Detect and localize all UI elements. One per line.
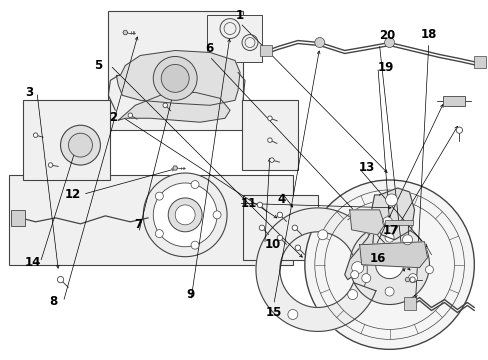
Circle shape xyxy=(257,202,262,208)
Circle shape xyxy=(407,274,417,283)
Circle shape xyxy=(61,125,100,165)
Bar xyxy=(207,15,262,62)
Circle shape xyxy=(163,103,167,108)
Text: 18: 18 xyxy=(420,28,436,41)
Bar xyxy=(473,57,486,68)
Circle shape xyxy=(385,287,393,296)
Polygon shape xyxy=(255,208,379,332)
Polygon shape xyxy=(118,92,229,122)
Circle shape xyxy=(347,289,357,300)
Circle shape xyxy=(68,133,92,157)
Bar xyxy=(108,11,243,130)
Circle shape xyxy=(351,262,363,274)
Circle shape xyxy=(349,225,428,305)
Circle shape xyxy=(213,211,221,219)
Circle shape xyxy=(304,180,473,349)
Circle shape xyxy=(317,230,327,240)
Polygon shape xyxy=(122,31,127,35)
Circle shape xyxy=(375,251,403,279)
Text: 7: 7 xyxy=(134,218,142,231)
Circle shape xyxy=(385,194,397,206)
Circle shape xyxy=(361,247,370,256)
Text: 3: 3 xyxy=(25,86,33,99)
Circle shape xyxy=(48,163,53,167)
Circle shape xyxy=(425,266,432,274)
Text: 2: 2 xyxy=(108,111,117,124)
Circle shape xyxy=(402,235,412,245)
Bar xyxy=(443,96,465,106)
Circle shape xyxy=(155,192,163,200)
Circle shape xyxy=(153,183,217,247)
Circle shape xyxy=(269,158,274,162)
Circle shape xyxy=(143,173,226,257)
Polygon shape xyxy=(172,166,177,170)
Circle shape xyxy=(295,245,300,251)
Circle shape xyxy=(361,274,370,283)
Text: 13: 13 xyxy=(358,161,374,174)
Circle shape xyxy=(161,64,189,92)
Bar xyxy=(11,210,24,226)
Text: 15: 15 xyxy=(265,306,282,319)
Circle shape xyxy=(267,138,272,143)
Text: 20: 20 xyxy=(379,29,395,42)
Circle shape xyxy=(287,310,297,319)
Circle shape xyxy=(259,225,264,230)
Circle shape xyxy=(382,217,392,227)
Circle shape xyxy=(267,116,272,121)
Text: 19: 19 xyxy=(377,60,393,73)
Bar xyxy=(242,100,297,170)
Text: 10: 10 xyxy=(264,238,280,251)
Circle shape xyxy=(175,205,195,225)
Text: 8: 8 xyxy=(49,296,58,309)
Circle shape xyxy=(168,198,202,232)
Polygon shape xyxy=(344,225,374,280)
Circle shape xyxy=(407,247,417,256)
Text: 9: 9 xyxy=(186,288,195,301)
Bar xyxy=(343,195,432,285)
Circle shape xyxy=(455,127,462,133)
Polygon shape xyxy=(405,278,409,282)
Text: 11: 11 xyxy=(240,197,256,210)
Circle shape xyxy=(155,230,163,238)
Circle shape xyxy=(153,57,197,100)
Text: 14: 14 xyxy=(24,256,41,269)
Circle shape xyxy=(191,181,199,189)
Text: 1: 1 xyxy=(235,9,243,22)
Text: 17: 17 xyxy=(382,224,398,237)
Bar xyxy=(260,45,271,57)
Circle shape xyxy=(314,37,324,48)
Circle shape xyxy=(384,37,394,48)
Text: 16: 16 xyxy=(368,252,385,265)
Circle shape xyxy=(350,271,358,279)
Circle shape xyxy=(385,233,393,242)
Bar xyxy=(243,195,317,260)
Polygon shape xyxy=(116,50,240,105)
Polygon shape xyxy=(371,188,414,240)
Circle shape xyxy=(128,113,132,117)
Circle shape xyxy=(277,235,282,240)
Circle shape xyxy=(57,276,63,283)
Text: 4: 4 xyxy=(276,193,285,206)
Bar xyxy=(384,220,412,225)
Circle shape xyxy=(291,225,297,230)
Bar xyxy=(22,100,110,180)
Polygon shape xyxy=(359,242,427,268)
Circle shape xyxy=(191,241,199,249)
Text: 5: 5 xyxy=(94,59,102,72)
Bar xyxy=(403,297,415,310)
Circle shape xyxy=(33,133,38,138)
Text: 6: 6 xyxy=(205,42,213,55)
Bar xyxy=(9,175,292,265)
Polygon shape xyxy=(349,210,384,235)
Text: 12: 12 xyxy=(64,188,81,201)
Circle shape xyxy=(409,277,414,282)
Circle shape xyxy=(277,212,282,217)
